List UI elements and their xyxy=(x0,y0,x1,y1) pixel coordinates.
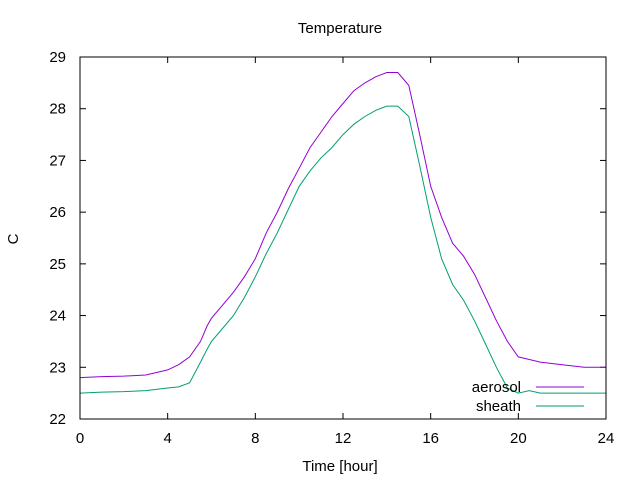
y-tick-label: 23 xyxy=(49,359,66,376)
x-tick-label: 24 xyxy=(598,430,615,447)
x-tick-label: 0 xyxy=(76,430,84,447)
plot-frame xyxy=(79,56,607,420)
legend-label-aerosol: aerosol xyxy=(472,379,521,396)
chart-title: Temperature xyxy=(298,20,382,37)
y-tick-label: 22 xyxy=(49,411,66,428)
series-line-aerosol xyxy=(79,72,606,379)
y-tick-label: 26 xyxy=(49,204,66,221)
x-tick-label: 20 xyxy=(510,430,527,447)
y-tick-label: 24 xyxy=(49,308,66,325)
y-tick-label: 28 xyxy=(49,101,66,118)
legend-label-sheath: sheath xyxy=(476,398,521,415)
y-tick-label: 29 xyxy=(49,49,66,66)
x-tick-label: 16 xyxy=(422,430,439,447)
series-line-sheath xyxy=(79,105,606,394)
x-axis-label: Time [hour] xyxy=(302,458,377,475)
legend: aerosol sheath xyxy=(472,379,584,415)
y-tick-label: 27 xyxy=(49,152,66,169)
x-tick-label: 8 xyxy=(251,430,259,447)
y-axis-label: C xyxy=(5,233,22,244)
series-lines xyxy=(79,72,606,394)
axis-ticks: 0 4 8 12 16 20 24 22 23 24 25 26 27 28 29 xyxy=(49,49,614,447)
x-tick-label: 12 xyxy=(335,430,352,447)
x-tick-label: 4 xyxy=(163,430,171,447)
y-tick-label: 25 xyxy=(49,256,66,273)
